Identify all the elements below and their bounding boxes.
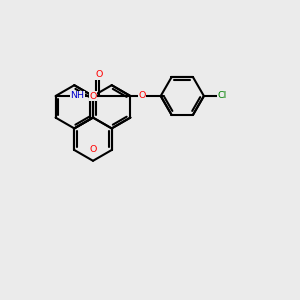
Text: O: O [138, 92, 146, 100]
Text: O: O [89, 92, 97, 100]
Text: NH: NH [70, 92, 84, 100]
Text: O: O [89, 146, 97, 154]
Text: O: O [95, 70, 103, 79]
Text: Cl: Cl [218, 92, 227, 100]
